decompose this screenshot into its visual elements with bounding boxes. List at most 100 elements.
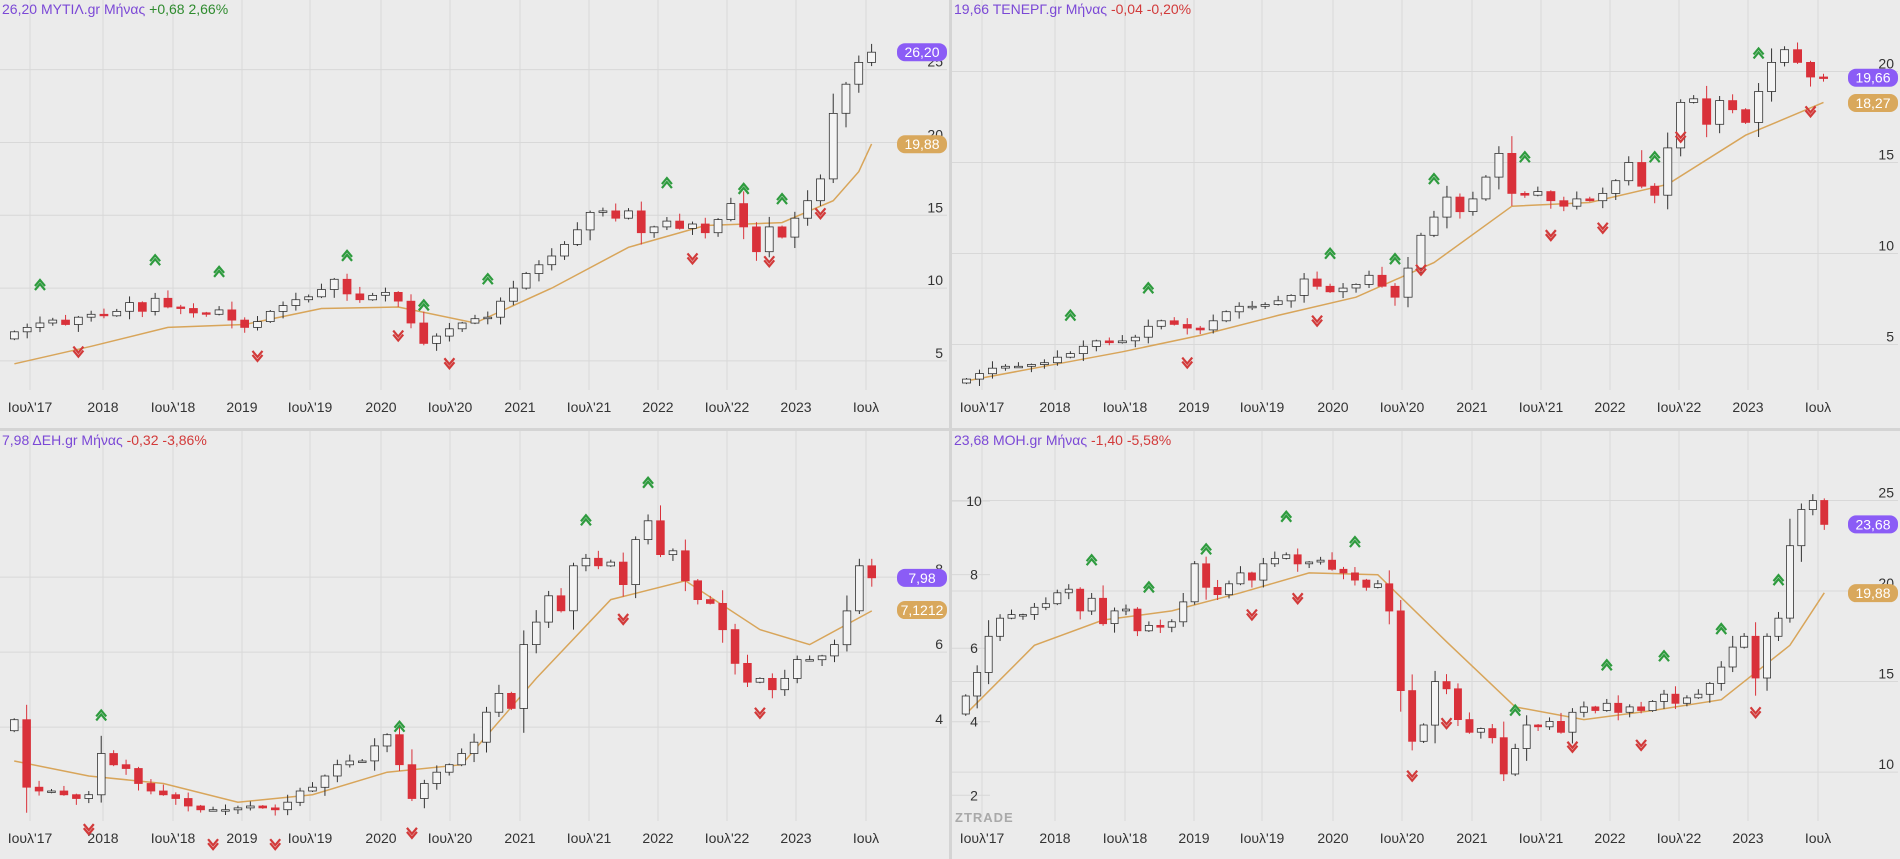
y-tick-label: 25 bbox=[1878, 484, 1894, 500]
arrow-up-icon bbox=[1648, 150, 1661, 159]
candle bbox=[109, 753, 118, 766]
y-tick-label: 15 bbox=[1878, 147, 1894, 163]
sma-value-label: 7,1212 bbox=[901, 602, 944, 618]
x-tick-label: Ιουλ'18 bbox=[151, 830, 196, 846]
x-tick-label: 2020 bbox=[365, 399, 396, 415]
candle bbox=[585, 211, 595, 231]
header-change-pct: -0,20% bbox=[1146, 1, 1192, 17]
arrow-up-icon bbox=[1064, 308, 1077, 318]
candlestick-chart-deh[interactable]: 468Ιουλ'172018Ιουλ'182019Ιουλ'192020Ιουλ… bbox=[0, 431, 949, 859]
candle bbox=[265, 310, 275, 322]
candle bbox=[681, 550, 690, 582]
candle bbox=[1545, 720, 1554, 728]
candle bbox=[569, 565, 578, 612]
candle bbox=[1774, 617, 1783, 637]
candle bbox=[1325, 285, 1335, 293]
candle bbox=[1091, 340, 1101, 347]
candle bbox=[368, 294, 378, 301]
candle bbox=[34, 786, 44, 792]
arrow-down-icon bbox=[251, 350, 264, 359]
arrow-up-icon bbox=[580, 513, 592, 522]
arrow-down-icon bbox=[1311, 318, 1323, 328]
candle bbox=[718, 602, 727, 631]
header-change: -0,32 bbox=[126, 432, 159, 448]
candle bbox=[1660, 693, 1668, 702]
arrow-up-icon bbox=[1509, 703, 1522, 713]
candle bbox=[469, 741, 479, 754]
arrow-up-icon bbox=[642, 480, 654, 489]
chart-panel-deh[interactable]: 7,98 ΔΕΗ.gr Μήνας -0,32 -3,86% 468Ιουλ'1… bbox=[0, 431, 949, 859]
candle bbox=[1683, 697, 1691, 704]
sma-value-label-bg bbox=[897, 601, 947, 620]
candle bbox=[1007, 614, 1016, 619]
candle bbox=[1144, 624, 1153, 632]
candle bbox=[189, 308, 198, 314]
candle bbox=[406, 300, 416, 324]
candle bbox=[675, 220, 685, 229]
candle bbox=[125, 302, 134, 312]
arrow-down-icon bbox=[392, 333, 405, 343]
x-tick-label: Ιουλ'20 bbox=[1380, 399, 1425, 415]
candle bbox=[393, 291, 403, 302]
arrow-down-icon bbox=[617, 617, 630, 626]
candlestick-chart-tenerg[interactable]: 5 10 15 20 Ιουλ'17 2018 Ιουλ'18 2019 Ιουλ'19 2020… bbox=[952, 0, 1900, 428]
chart-panel-moh[interactable]: 23,68 ΜΟΗ.gr Μήνας -1,40 -5,58% 10 15 20 25… bbox=[952, 431, 1900, 859]
candle bbox=[1312, 278, 1322, 287]
arrow-down-icon bbox=[754, 711, 766, 720]
candle bbox=[1282, 554, 1291, 559]
candle bbox=[1820, 500, 1829, 525]
candle bbox=[668, 550, 678, 556]
candle bbox=[308, 786, 317, 792]
candle bbox=[1625, 706, 1634, 713]
candle bbox=[227, 309, 237, 321]
header-change-pct: -5,58% bbox=[1126, 432, 1172, 448]
arrow-down-icon bbox=[686, 256, 699, 266]
sma-line bbox=[14, 143, 873, 365]
arrow-down-icon bbox=[1291, 592, 1304, 601]
sma-value-label-bg bbox=[1848, 93, 1898, 112]
x-tick-label: 2022 bbox=[1594, 399, 1625, 415]
arrow-down-icon bbox=[1596, 226, 1609, 235]
candle bbox=[1121, 608, 1130, 612]
candle bbox=[278, 305, 288, 312]
candle bbox=[755, 677, 765, 683]
x-tick-label: Ιουλ'19 bbox=[1240, 830, 1285, 846]
x-tick-label: Ιουλ bbox=[1805, 399, 1831, 415]
candle bbox=[208, 809, 218, 812]
arrow-up-icon bbox=[1752, 50, 1765, 60]
arrow-up-icon bbox=[737, 182, 750, 191]
x-tick-label: 2020 bbox=[1317, 830, 1348, 846]
panel-divider-horizontal bbox=[0, 428, 1900, 431]
arrow-down-icon bbox=[1440, 717, 1453, 726]
candle bbox=[1416, 234, 1426, 269]
candle bbox=[1494, 152, 1504, 178]
candle bbox=[1442, 196, 1452, 218]
chart-panel-mytil[interactable]: 26,20 ΜΥΤΙΛ.gr Μήνας +0,68 2,66% 5 10 15 20… bbox=[0, 0, 949, 428]
candle bbox=[1190, 563, 1199, 603]
y-tick-label: 10 bbox=[1878, 756, 1894, 772]
candle bbox=[1259, 563, 1268, 581]
chart-panel-tenerg[interactable]: 19,66 ΤΕΝΕΡΓ.gr Μήνας -0,04 -0,20% 5 10 15… bbox=[952, 0, 1900, 428]
candle bbox=[1741, 109, 1751, 123]
candle bbox=[817, 655, 827, 661]
candle bbox=[22, 326, 32, 333]
candle bbox=[1507, 152, 1517, 194]
candle bbox=[1143, 325, 1153, 338]
candle bbox=[828, 113, 838, 180]
candle bbox=[688, 223, 697, 229]
candle bbox=[606, 561, 616, 567]
candle bbox=[1751, 635, 1760, 679]
arrow-up-icon bbox=[776, 192, 788, 201]
candle bbox=[793, 659, 802, 679]
candle bbox=[1293, 554, 1302, 565]
candle bbox=[1767, 62, 1777, 92]
candle bbox=[444, 328, 454, 337]
candle bbox=[777, 226, 787, 238]
arrow-up-icon bbox=[341, 253, 353, 262]
x-tick-label: Ιουλ'20 bbox=[428, 830, 473, 846]
candle bbox=[295, 790, 305, 803]
candle bbox=[544, 595, 553, 623]
